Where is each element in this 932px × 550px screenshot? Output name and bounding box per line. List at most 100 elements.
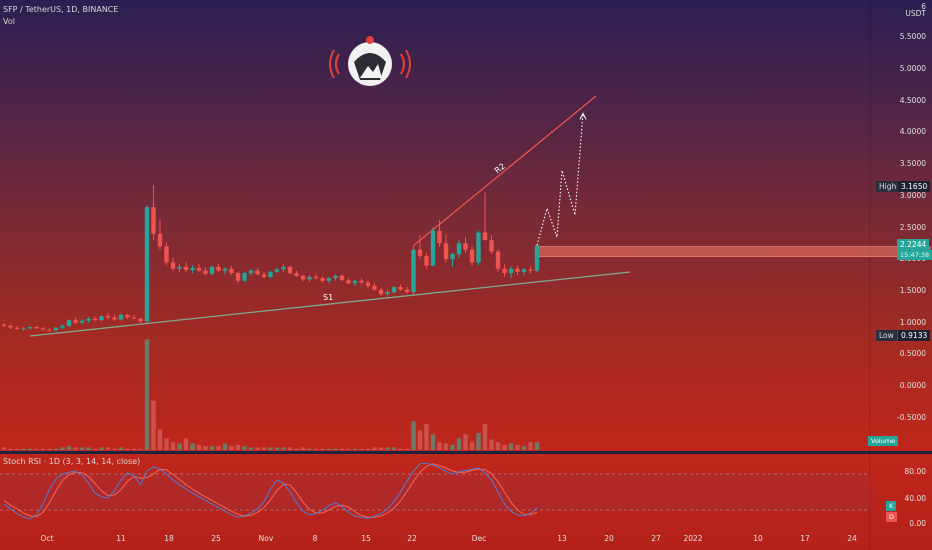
candle-body	[92, 318, 98, 321]
x-tick: 13	[557, 534, 567, 543]
volume-bar	[27, 448, 33, 450]
x-tick: 10	[753, 534, 763, 543]
x-tick: 25	[211, 534, 221, 543]
volume-bar	[125, 448, 130, 450]
volume-bar	[164, 438, 169, 450]
candle-body	[508, 268, 514, 274]
volume-bar	[385, 447, 390, 450]
y-tick: 5.0000	[899, 64, 926, 73]
volume-bar	[86, 447, 91, 450]
candle-body	[352, 280, 358, 284]
candle-body	[528, 269, 533, 271]
volume-bar	[47, 448, 52, 450]
volume-bar	[521, 446, 527, 450]
volume-bar	[73, 447, 78, 450]
stoch-d-line	[3, 463, 538, 518]
x-tick: 24	[847, 534, 857, 543]
x-tick: Dec	[471, 534, 487, 543]
volume-bar	[346, 448, 351, 450]
projection-arrow-icon	[579, 112, 587, 120]
candle-body	[320, 278, 325, 281]
volume-bar	[411, 421, 416, 450]
y-tick: 0.5000	[899, 349, 926, 358]
stoch-k-tag: K	[886, 501, 897, 511]
volume-bar	[21, 448, 26, 450]
volume-bar	[502, 444, 507, 450]
candle-body	[177, 266, 182, 269]
stoch-tick-0: 0.00	[909, 519, 926, 528]
candle-body	[502, 268, 507, 274]
volume-bar	[417, 430, 423, 450]
volume-bar	[183, 438, 189, 450]
volume-bar	[229, 446, 234, 450]
candle-body	[222, 268, 228, 271]
candle-body	[417, 249, 423, 257]
volume-bar	[34, 448, 39, 450]
volume-bar	[144, 339, 150, 450]
projection-path	[536, 113, 584, 246]
volume-bar	[105, 447, 111, 450]
candle-body	[404, 289, 410, 293]
volume-bar	[443, 443, 449, 450]
symbol-title: SFP / TetherUS, 1D, BINANCE	[3, 5, 119, 14]
candle-body	[476, 232, 481, 263]
candle-body	[118, 314, 124, 320]
candle-body	[521, 269, 527, 272]
volume-bar	[14, 448, 20, 450]
volume-bar	[333, 448, 338, 450]
candle-body	[333, 275, 338, 279]
candle-body	[183, 266, 189, 270]
candle-body	[248, 270, 254, 274]
volume-bar	[235, 444, 241, 450]
candle-body	[164, 246, 169, 263]
volume-bar	[92, 448, 98, 450]
candle-body	[385, 292, 390, 295]
candle-body	[378, 289, 384, 295]
candle-body	[86, 318, 91, 321]
x-tick: Oct	[40, 534, 54, 543]
volume-bar	[489, 439, 494, 450]
candle-body	[424, 256, 429, 266]
x-tick: 15	[361, 534, 371, 543]
candle-body	[255, 270, 260, 275]
candle-body	[235, 273, 241, 281]
y-tick: 1.5000	[899, 286, 926, 295]
volume-bar	[248, 447, 254, 450]
stoch-band-fill	[0, 474, 870, 510]
candle-body	[216, 266, 221, 271]
candle-body	[8, 325, 13, 328]
volume-bar	[60, 447, 65, 450]
candle-body	[1, 324, 7, 326]
volume-bar	[196, 444, 202, 450]
volume-bar	[268, 447, 273, 450]
volume-bar	[8, 448, 13, 450]
volume-bar	[131, 448, 137, 450]
candle-body	[274, 269, 280, 272]
candle-body	[112, 317, 117, 320]
candle-body	[203, 270, 208, 274]
volume-bar	[287, 447, 293, 450]
high-tag: High	[876, 181, 900, 192]
candle-body	[281, 266, 286, 270]
candle-body	[287, 266, 293, 274]
candle-body	[482, 232, 488, 241]
candle-body	[372, 285, 377, 290]
x-tick: Nov	[258, 534, 274, 543]
x-tick: 20	[604, 534, 614, 543]
astronaut-logo-icon	[329, 36, 411, 86]
candle-body	[450, 254, 455, 260]
volume-bar	[53, 448, 59, 450]
volume-bar	[216, 446, 221, 450]
volume-bar	[170, 442, 176, 450]
volume-bar	[261, 447, 267, 450]
y-tick-6: 6	[921, 2, 926, 11]
candle-body	[261, 274, 267, 277]
volume-bar	[242, 446, 247, 450]
x-tick: 17	[800, 534, 810, 543]
candle-body	[209, 266, 215, 274]
volume-bar	[508, 443, 514, 450]
volume-bar	[372, 447, 377, 450]
volume-bar	[209, 446, 215, 450]
candle-body	[326, 278, 332, 281]
